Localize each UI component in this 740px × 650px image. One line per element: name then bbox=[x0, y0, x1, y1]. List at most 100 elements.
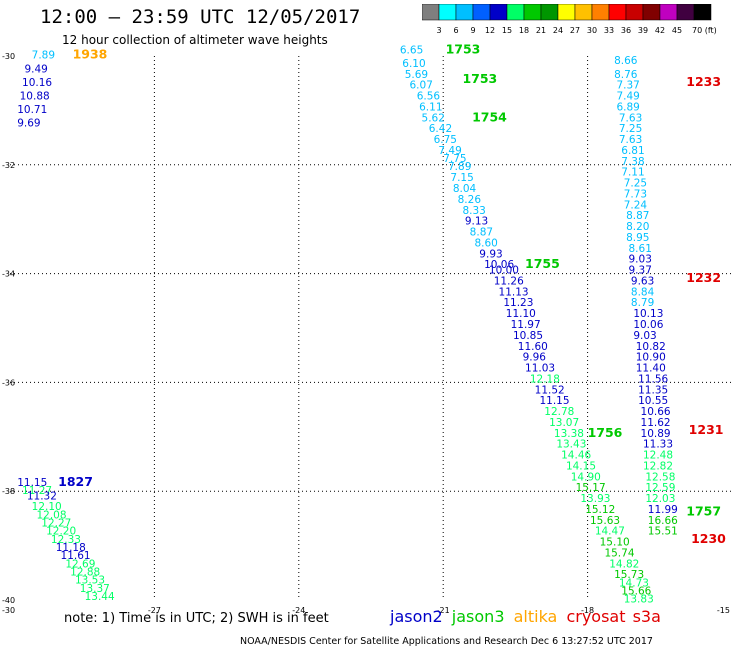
wave-height-label: 14.73 bbox=[619, 577, 649, 589]
wave-height-label: 11.97 bbox=[511, 319, 541, 331]
wave-height-label: 7.89 bbox=[448, 161, 471, 173]
wave-height-label: 12.78 bbox=[544, 406, 574, 418]
wave-height-label: 7.63 bbox=[619, 134, 642, 146]
wave-height-label: 7.75 bbox=[443, 153, 466, 165]
scale-label: 18 bbox=[519, 26, 529, 35]
wave-height-label: 8.79 bbox=[631, 297, 654, 309]
scale-label: 27 bbox=[570, 26, 580, 35]
wave-height-label: 7.38 bbox=[621, 156, 644, 168]
wave-height-label: 9.63 bbox=[631, 275, 654, 287]
wave-height-label: 12.69 bbox=[65, 558, 95, 570]
scale-label: 45 bbox=[672, 26, 682, 35]
wave-height-label: 13.44 bbox=[85, 591, 115, 603]
wave-height-label: 10.89 bbox=[641, 428, 671, 440]
wave-height-label: 10.00 bbox=[489, 265, 519, 277]
wave-height-label: 14.46 bbox=[561, 450, 591, 462]
wave-height-label: 8.87 bbox=[470, 227, 493, 239]
wave-height-label: 10.85 bbox=[513, 330, 543, 342]
wave-height-label: 15.63 bbox=[590, 515, 620, 527]
wave-height-label: 11.32 bbox=[27, 490, 57, 502]
wave-height-label: 11.60 bbox=[518, 341, 548, 353]
scale-label: 70 (ft) bbox=[692, 26, 717, 35]
wave-height-label: 13.53 bbox=[75, 575, 105, 587]
wave-height-label: 8.76 bbox=[614, 69, 638, 81]
wave-height-label: 15.17 bbox=[576, 482, 606, 494]
wave-height-label: 8.20 bbox=[626, 221, 649, 233]
wave-height-label: 13.38 bbox=[554, 428, 584, 440]
pass-time-label: 1757 bbox=[686, 504, 721, 519]
wave-height-label: 9.93 bbox=[479, 248, 502, 260]
scale-label: 39 bbox=[638, 26, 648, 35]
wave-height-label: 9.37 bbox=[629, 265, 652, 277]
pass-time-label: 1231 bbox=[689, 422, 724, 437]
wave-height-label: 8.33 bbox=[462, 205, 485, 217]
wave-height-label: 7.15 bbox=[450, 172, 473, 184]
wave-height-label: 15.10 bbox=[600, 537, 630, 549]
wave-height-label: 10.88 bbox=[20, 91, 50, 103]
wave-height-label: 5.62 bbox=[422, 112, 445, 124]
wave-height-label: 15.66 bbox=[621, 586, 651, 598]
wave-height-label: 7.89 bbox=[32, 50, 55, 62]
scale-label: 33 bbox=[604, 26, 614, 35]
wave-height-label: 7.63 bbox=[619, 112, 642, 124]
wave-height-label: 12.48 bbox=[643, 450, 673, 462]
wave-height-label: 11.99 bbox=[648, 504, 678, 516]
satellite-legend: jason2 jason3 altika cryosat s3a bbox=[390, 607, 661, 626]
wave-height-label: 11.62 bbox=[641, 417, 671, 429]
wave-height-label: 11.18 bbox=[56, 542, 86, 554]
wave-height-label: 11.33 bbox=[643, 439, 673, 451]
scale-label: 42 bbox=[655, 26, 665, 35]
x-tick-label: -15 bbox=[717, 606, 730, 615]
pass-time-label: 1233 bbox=[686, 74, 721, 89]
scale-label: 24 bbox=[553, 26, 563, 35]
wave-height-label: 7.73 bbox=[624, 188, 647, 200]
wave-height-label: 6.56 bbox=[417, 91, 441, 103]
wave-height-label: 12.27 bbox=[41, 518, 71, 530]
wave-height-label: 8.04 bbox=[453, 183, 477, 195]
wave-height-label: 11.15 bbox=[539, 395, 569, 407]
wave-height-label: 8.66 bbox=[614, 55, 638, 67]
wave-height-label: 11.23 bbox=[503, 297, 533, 309]
wave-height-label: 11.56 bbox=[638, 373, 668, 385]
wave-height-label: 6.89 bbox=[616, 101, 639, 113]
wave-height-label: 7.37 bbox=[616, 80, 639, 92]
wave-height-label: 8.60 bbox=[474, 237, 497, 249]
x-tick-label: -24 bbox=[292, 606, 305, 615]
wave-height-label: 7.25 bbox=[624, 178, 647, 190]
y-tick-label: -40 bbox=[2, 596, 15, 605]
legend-altika: altika bbox=[513, 607, 558, 626]
wave-height-label: 8.84 bbox=[631, 286, 655, 298]
pass-time-label: 1232 bbox=[686, 270, 721, 285]
wave-height-label: 11.52 bbox=[535, 384, 565, 396]
wave-height-label: 14.47 bbox=[595, 526, 625, 538]
wave-height-label: 9.03 bbox=[629, 254, 652, 266]
wave-height-label: 10.66 bbox=[641, 406, 671, 418]
wave-height-label: 6.42 bbox=[429, 123, 452, 135]
wave-height-label: 15.51 bbox=[648, 526, 678, 538]
wave-height-label: 12.59 bbox=[645, 482, 675, 494]
wave-height-label: 10.71 bbox=[17, 104, 47, 116]
wave-height-label: 14.90 bbox=[571, 471, 601, 483]
wave-height-label: 15.12 bbox=[585, 504, 615, 516]
legend-jason3: jason3 bbox=[451, 607, 505, 626]
pass-time-label: 1230 bbox=[691, 531, 726, 546]
wave-height-label: 6.11 bbox=[419, 101, 442, 113]
wave-height-label: 9.49 bbox=[24, 63, 47, 75]
wave-height-label: 6.10 bbox=[402, 58, 425, 70]
wave-height-label: 12.18 bbox=[530, 373, 560, 385]
pass-time-label: 1827 bbox=[58, 474, 93, 489]
wave-height-label: 13.93 bbox=[580, 493, 610, 505]
wave-height-label: 8.95 bbox=[626, 232, 649, 244]
wave-height-label: 8.61 bbox=[629, 243, 652, 255]
x-tick-label: -27 bbox=[148, 606, 161, 615]
scale-label: 3 bbox=[436, 26, 441, 35]
wave-height-label: 10.90 bbox=[636, 352, 666, 364]
wave-height-label: 8.87 bbox=[626, 210, 649, 222]
color-scale-legend: 3 6 9 12 15 18 21 24 27 30 33 36 39 42 45 70 (ft) bbox=[422, 4, 717, 35]
wave-height-label: 11.15 bbox=[17, 477, 47, 489]
x-tick-label: -21 bbox=[437, 606, 450, 615]
pass-time-label: 1753 bbox=[446, 41, 481, 56]
wave-height-label: 16.66 bbox=[648, 515, 678, 527]
wave-height-label: 12.03 bbox=[645, 493, 675, 505]
